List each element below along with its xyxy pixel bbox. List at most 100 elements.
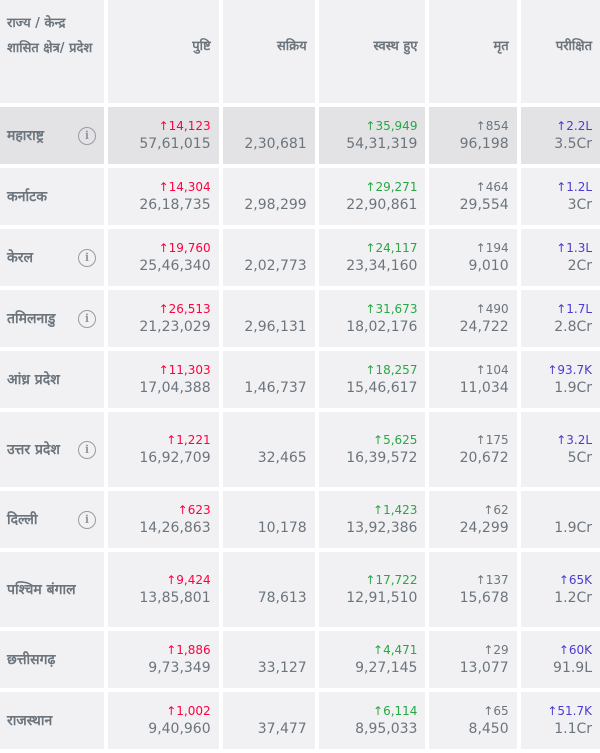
recovered-cell: ↑6,114 8,95,033 bbox=[318, 692, 426, 749]
confirmed-delta: ↑9,424 bbox=[166, 572, 211, 587]
state-wrap: छत्तीसगढ़ bbox=[7, 646, 96, 674]
state-name: दिल्ली bbox=[7, 511, 38, 528]
recovered-total: 18,02,176 bbox=[346, 318, 418, 335]
deceased-cell: ↑194 9,010 bbox=[429, 229, 517, 286]
recovered-delta: ↑1,423 bbox=[373, 502, 418, 517]
state-name: पश्चिम बंगाल bbox=[7, 581, 76, 598]
confirmed-delta: ↑623 bbox=[177, 502, 211, 517]
table-row[interactable]: महाराष्ट्र i ↑14,123 57,61,015 2,30,681 ↑35,… bbox=[0, 107, 600, 164]
active-delta bbox=[303, 432, 307, 448]
table-row[interactable]: पश्चिम बंगाल ↑9,424 13,85,801 78,613 ↑17,72… bbox=[0, 552, 600, 627]
state-cell[interactable]: केरल i bbox=[0, 229, 104, 286]
active-delta bbox=[303, 240, 307, 256]
recovered-cell: ↑31,673 18,02,176 bbox=[318, 290, 426, 347]
active-cell: 10,178 bbox=[222, 491, 315, 548]
confirmed-total: 25,46,340 bbox=[139, 257, 211, 274]
active-cell: 37,477 bbox=[222, 692, 315, 749]
recovered-delta: ↑35,949 bbox=[365, 118, 418, 133]
confirmed-total: 21,23,029 bbox=[139, 318, 211, 335]
table-row[interactable]: छत्तीसगढ़ ↑1,886 9,73,349 33,127 ↑4,471 9,27… bbox=[0, 631, 600, 688]
info-icon[interactable]: i bbox=[77, 126, 96, 145]
table-header-row: राज्य / केन्द्र शासित क्षेत्र/ प्रदेश पु… bbox=[0, 0, 600, 103]
state-cell[interactable]: पश्चिम बंगाल bbox=[0, 552, 104, 627]
state-cell[interactable]: आंध्र प्रदेश bbox=[0, 351, 104, 408]
tested-cell: ↑1.2L 3Cr bbox=[520, 168, 600, 225]
header-confirmed[interactable]: पुष्टि bbox=[107, 0, 219, 103]
recovered-total: 13,92,386 bbox=[346, 519, 418, 536]
table-row[interactable]: तमिलनाडु i ↑26,513 21,23,029 2,96,131 ↑31,67… bbox=[0, 290, 600, 347]
deceased-delta: ↑194 bbox=[475, 240, 509, 255]
tested-delta: ↑51.7K bbox=[547, 703, 593, 718]
recovered-delta: ↑17,722 bbox=[365, 572, 418, 587]
deceased-delta: ↑464 bbox=[475, 179, 509, 194]
header-tested[interactable]: परीक्षित bbox=[520, 0, 600, 103]
state-wrap: दिल्ली i bbox=[7, 506, 96, 534]
state-cell[interactable]: महाराष्ट्र i bbox=[0, 107, 104, 164]
state-cell[interactable]: राजस्थान bbox=[0, 692, 104, 749]
state-cell[interactable]: उत्तर प्रदेश i bbox=[0, 412, 104, 487]
header-active[interactable]: सक्रिय bbox=[222, 0, 315, 103]
recovered-total: 12,91,510 bbox=[346, 589, 418, 606]
tested-delta: ↑93.7K bbox=[547, 362, 593, 377]
active-total: 2,30,681 bbox=[244, 135, 307, 152]
recovered-cell: ↑4,471 9,27,145 bbox=[318, 631, 426, 688]
active-total: 78,613 bbox=[257, 589, 307, 606]
recovered-total: 23,34,160 bbox=[346, 257, 418, 274]
recovered-cell: ↑24,117 23,34,160 bbox=[318, 229, 426, 286]
info-icon[interactable]: i bbox=[77, 309, 96, 328]
state-wrap: केरल i bbox=[7, 244, 96, 272]
deceased-delta: ↑175 bbox=[475, 432, 509, 447]
table-row[interactable]: कर्नाटक ↑14,304 26,18,735 2,98,299 ↑29,271 2… bbox=[0, 168, 600, 225]
header-confirmed-label: पुष्टि bbox=[192, 39, 211, 54]
confirmed-cell: ↑1,886 9,73,349 bbox=[107, 631, 219, 688]
header-state[interactable]: राज्य / केन्द्र शासित क्षेत्र/ प्रदेश bbox=[0, 0, 104, 103]
tested-delta: ↑3.2L bbox=[556, 432, 593, 447]
confirmed-delta: ↑11,303 bbox=[158, 362, 211, 377]
tested-cell: ↑3.2L 5Cr bbox=[520, 412, 600, 487]
active-cell: 1,46,737 bbox=[222, 351, 315, 408]
recovered-delta: ↑4,471 bbox=[373, 642, 418, 657]
state-wrap: राजस्थान bbox=[7, 707, 96, 735]
active-delta bbox=[303, 502, 307, 518]
tested-total: 1.1Cr bbox=[554, 720, 593, 737]
recovered-delta: ↑31,673 bbox=[365, 301, 418, 316]
tested-total: 91.9L bbox=[553, 659, 593, 676]
tested-cell: ↑1.7L 2.8Cr bbox=[520, 290, 600, 347]
state-cell[interactable]: दिल्ली i bbox=[0, 491, 104, 548]
deceased-total: 24,299 bbox=[459, 519, 509, 536]
active-delta bbox=[303, 703, 307, 719]
table-row[interactable]: केरल i ↑19,760 25,46,340 2,02,773 ↑24,117 23,… bbox=[0, 229, 600, 286]
active-cell: 2,96,131 bbox=[222, 290, 315, 347]
table-row[interactable]: आंध्र प्रदेश ↑11,303 17,04,388 1,46,737 ↑18… bbox=[0, 351, 600, 408]
info-icon[interactable]: i bbox=[77, 510, 96, 529]
table-row[interactable]: दिल्ली i ↑623 14,26,863 10,178 ↑1,423 13,92,3… bbox=[0, 491, 600, 548]
state-cell[interactable]: छत्तीसगढ़ bbox=[0, 631, 104, 688]
tested-cell: ↑51.7K 1.1Cr bbox=[520, 692, 600, 749]
state-cell[interactable]: तमिलनाडु i bbox=[0, 290, 104, 347]
active-total: 33,127 bbox=[257, 659, 307, 676]
header-deceased[interactable]: मृत bbox=[429, 0, 517, 103]
tested-cell: ↑1.3L 2Cr bbox=[520, 229, 600, 286]
recovered-cell: ↑1,423 13,92,386 bbox=[318, 491, 426, 548]
tested-total: 2.8Cr bbox=[554, 318, 593, 335]
table-row[interactable]: उत्तर प्रदेश i ↑1,221 16,92,709 32,465 ↑5,62… bbox=[0, 412, 600, 487]
state-cell[interactable]: कर्नाटक bbox=[0, 168, 104, 225]
info-icon[interactable]: i bbox=[77, 440, 96, 459]
active-total: 10,178 bbox=[257, 519, 307, 536]
header-recovered[interactable]: स्वस्थ हुए bbox=[318, 0, 426, 103]
state-name: तमिलनाडु bbox=[7, 310, 56, 327]
confirmed-cell: ↑26,513 21,23,029 bbox=[107, 290, 219, 347]
confirmed-cell: ↑1,221 16,92,709 bbox=[107, 412, 219, 487]
tested-total: 1.9Cr bbox=[554, 519, 593, 536]
table-body: महाराष्ट्र i ↑14,123 57,61,015 2,30,681 ↑35,… bbox=[0, 107, 600, 749]
confirmed-total: 9,73,349 bbox=[148, 659, 211, 676]
deceased-cell: ↑65 8,450 bbox=[429, 692, 517, 749]
tested-total: 1.2Cr bbox=[554, 589, 593, 606]
table-row[interactable]: राजस्थान ↑1,002 9,40,960 37,477 ↑6,114 8,95,… bbox=[0, 692, 600, 749]
deceased-delta: ↑62 bbox=[483, 502, 509, 517]
confirmed-total: 9,40,960 bbox=[148, 720, 211, 737]
info-icon[interactable]: i bbox=[77, 248, 96, 267]
confirmed-delta: ↑14,123 bbox=[158, 118, 211, 133]
deceased-cell: ↑104 11,034 bbox=[429, 351, 517, 408]
